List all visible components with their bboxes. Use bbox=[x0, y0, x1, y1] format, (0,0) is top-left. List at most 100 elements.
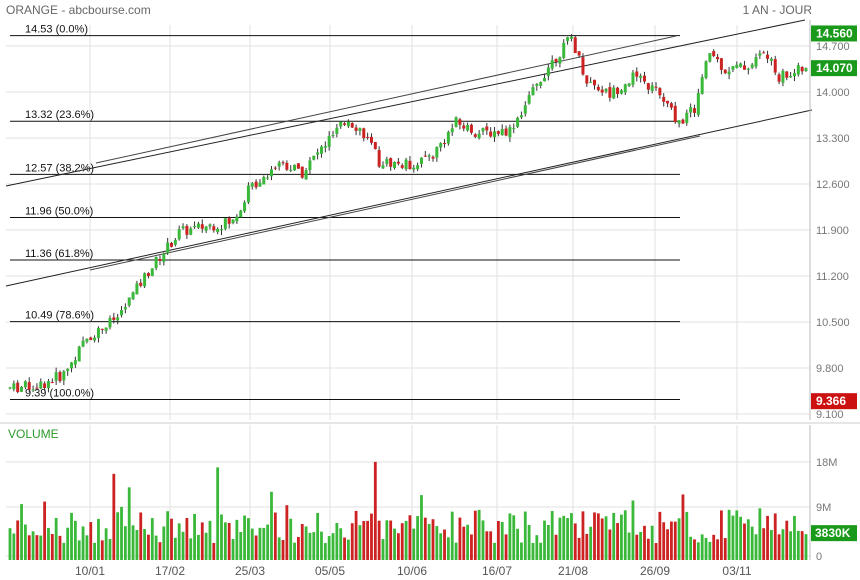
candle-body bbox=[304, 170, 308, 180]
candle-body bbox=[600, 89, 604, 93]
candle-body bbox=[685, 112, 689, 123]
volume-bar bbox=[104, 528, 108, 560]
volume-bar bbox=[554, 534, 558, 560]
candle-body bbox=[608, 87, 612, 98]
volume-bar bbox=[523, 511, 527, 560]
candle-body bbox=[250, 183, 254, 187]
volume-bar bbox=[473, 510, 477, 560]
candle-body bbox=[258, 182, 262, 187]
candle-body bbox=[466, 124, 470, 131]
candle-body bbox=[243, 202, 247, 212]
volume-badge-label: 3830K bbox=[815, 526, 851, 540]
volume-bar bbox=[258, 527, 262, 560]
volume-bar bbox=[566, 518, 569, 560]
candle-body bbox=[66, 368, 70, 371]
chart-title: ORANGE - abcbourse.com bbox=[6, 3, 151, 17]
candle-body bbox=[50, 382, 54, 384]
volume-axis: 18M 9M 0 VOLUME bbox=[8, 427, 837, 563]
volume-bar bbox=[612, 512, 616, 560]
candle-body bbox=[239, 210, 243, 218]
volume-bar bbox=[93, 542, 96, 560]
volume-bar bbox=[408, 515, 412, 560]
date-axis: 10/01 17/02 25/03 05/05 10/06 16/07 21/08 26/09… bbox=[75, 564, 752, 578]
candle-body bbox=[166, 242, 170, 254]
volume-bar bbox=[539, 542, 543, 560]
volume-bar bbox=[354, 510, 358, 560]
candle-body bbox=[742, 65, 746, 70]
volume-bar bbox=[766, 515, 769, 560]
price-tick-label: 13.300 bbox=[816, 133, 850, 145]
date-tick-label: 05/05 bbox=[315, 564, 345, 578]
candle-body bbox=[200, 224, 204, 229]
date-tick-label: 10/01 bbox=[75, 564, 105, 578]
volume-tick-label: 18M bbox=[816, 457, 837, 469]
candle-body bbox=[777, 74, 781, 82]
volume-bar bbox=[297, 536, 300, 560]
volume-bar bbox=[723, 538, 727, 560]
candle-body bbox=[27, 382, 31, 390]
candle-body bbox=[485, 126, 489, 131]
volume-bar bbox=[416, 516, 420, 560]
price-badge-bg bbox=[811, 393, 857, 410]
volume-bar bbox=[412, 528, 416, 560]
candle-body bbox=[627, 83, 631, 87]
volume-bar bbox=[70, 512, 73, 560]
trend-channel bbox=[5, 19, 813, 287]
volume-bar bbox=[362, 521, 366, 560]
candle-body bbox=[766, 54, 770, 59]
candle-body bbox=[612, 87, 616, 99]
candle-body bbox=[435, 147, 439, 158]
volume-bar bbox=[316, 512, 320, 560]
candle-body bbox=[62, 371, 66, 381]
volume-bar bbox=[116, 512, 120, 560]
volume-bar bbox=[793, 515, 796, 560]
date-tick-label: 03/11 bbox=[722, 564, 751, 578]
candle-body bbox=[189, 228, 193, 235]
candle-body bbox=[343, 123, 347, 125]
candle-body bbox=[419, 157, 423, 164]
fibonacci-levels: 14.53 (0.0%) 13.32 (23.6%) 12.57 (38.2%) 11… bbox=[10, 24, 680, 400]
volume-bar bbox=[370, 513, 373, 560]
candle-body bbox=[573, 37, 577, 54]
volume-bar bbox=[470, 534, 473, 560]
volume-bar bbox=[250, 528, 254, 560]
candle-body bbox=[54, 372, 58, 381]
candle-body bbox=[308, 160, 312, 171]
volume-bar bbox=[358, 525, 362, 560]
candle-body bbox=[789, 75, 793, 78]
volume-bar bbox=[581, 511, 585, 560]
price-tick-label: 14.700 bbox=[816, 41, 850, 53]
candle-body bbox=[635, 71, 639, 77]
volume-bar bbox=[277, 537, 281, 560]
candle-body bbox=[443, 142, 447, 144]
volume-bar bbox=[543, 520, 546, 560]
candle-body bbox=[646, 83, 650, 90]
candle-body bbox=[404, 159, 408, 170]
candle-body bbox=[781, 70, 785, 83]
volume-bar bbox=[177, 523, 181, 560]
volume-bar bbox=[562, 515, 566, 560]
candle-body bbox=[604, 88, 608, 92]
candle-body bbox=[396, 161, 400, 164]
volume-bar bbox=[43, 501, 47, 560]
candle-body bbox=[477, 133, 481, 139]
volume-bar bbox=[85, 535, 89, 560]
volume-bar bbox=[754, 534, 758, 560]
volume-bar bbox=[496, 520, 500, 560]
candle-body bbox=[504, 128, 508, 136]
candle-body bbox=[16, 382, 20, 393]
candle-body bbox=[516, 117, 520, 127]
volume-bar bbox=[650, 525, 654, 560]
candle-body bbox=[423, 155, 427, 157]
volume-bar bbox=[12, 533, 16, 560]
candle-body bbox=[81, 340, 85, 347]
volume-bar bbox=[720, 510, 723, 560]
candle-body bbox=[596, 86, 600, 91]
volume-bar bbox=[27, 535, 31, 560]
date-tick-label: 25/03 bbox=[235, 564, 265, 578]
volume-bar bbox=[343, 537, 346, 560]
candle-body bbox=[389, 158, 393, 167]
candle-body bbox=[158, 259, 162, 261]
candle-body bbox=[300, 166, 304, 178]
price-badge-label: 9.366 bbox=[816, 394, 846, 408]
